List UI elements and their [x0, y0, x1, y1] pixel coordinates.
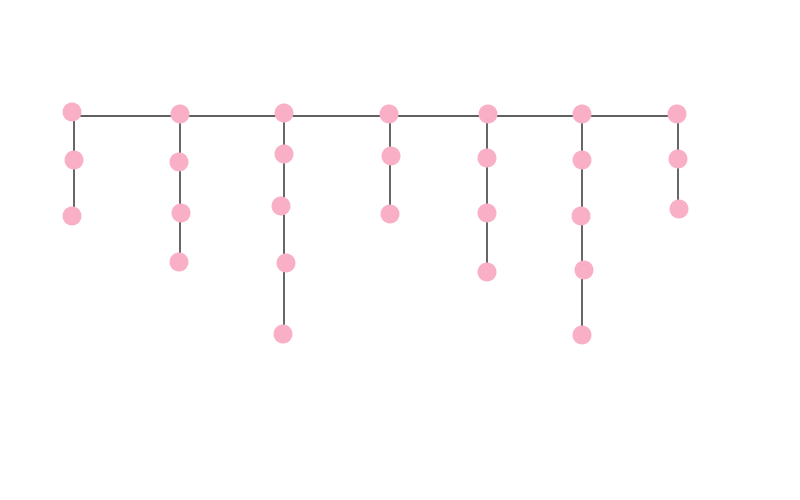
child-node — [273, 324, 293, 344]
child-node — [668, 149, 688, 169]
child-node — [381, 146, 401, 166]
root-node — [62, 102, 82, 122]
child-node — [62, 206, 82, 226]
child-node — [276, 253, 296, 273]
child-node — [669, 199, 689, 219]
child-node — [477, 148, 497, 168]
child-node — [169, 252, 189, 272]
child-node — [574, 260, 594, 280]
child-node — [169, 152, 189, 172]
child-node — [572, 150, 592, 170]
root-node — [379, 104, 399, 124]
root-node — [170, 104, 190, 124]
child-node — [477, 203, 497, 223]
child-node — [64, 150, 84, 170]
child-node — [477, 262, 497, 282]
child-node — [572, 325, 592, 345]
root-node — [667, 104, 687, 124]
child-node — [171, 203, 191, 223]
child-node — [571, 206, 591, 226]
root-node — [572, 104, 592, 124]
root-node — [478, 104, 498, 124]
child-node — [271, 196, 291, 216]
child-node — [380, 204, 400, 224]
root-node — [274, 103, 294, 123]
child-node — [274, 144, 294, 164]
